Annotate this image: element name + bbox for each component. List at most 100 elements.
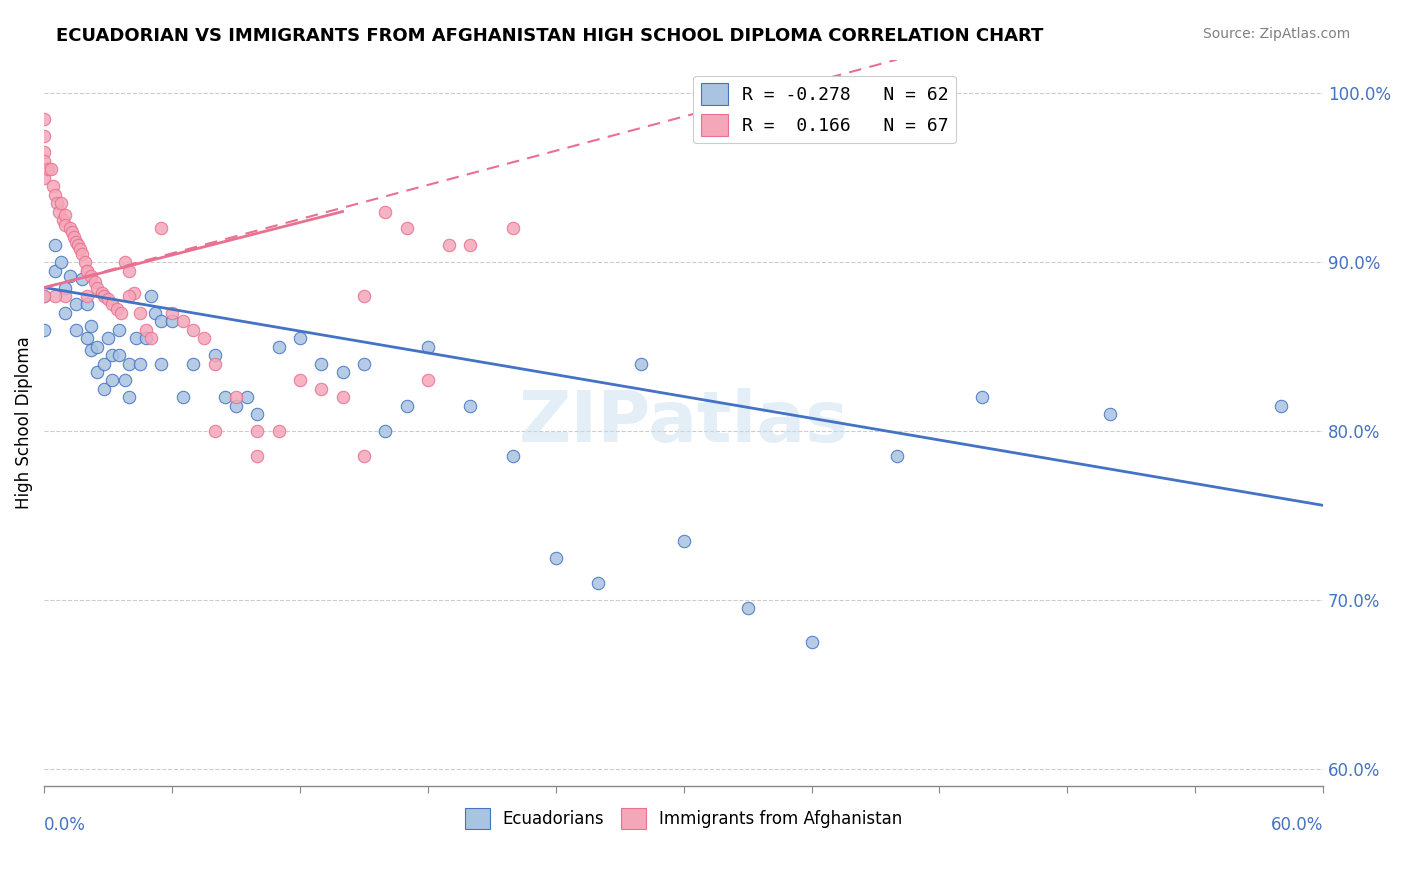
Point xyxy=(76,297,98,311)
Point xyxy=(55,289,77,303)
Point xyxy=(101,348,124,362)
Point xyxy=(150,221,173,235)
Point xyxy=(59,221,82,235)
Point xyxy=(76,331,98,345)
Point xyxy=(395,221,418,235)
Point xyxy=(65,297,87,311)
Point xyxy=(125,331,148,345)
Point xyxy=(129,306,152,320)
Point xyxy=(72,247,94,261)
Point xyxy=(55,208,77,222)
Point xyxy=(51,196,73,211)
Point xyxy=(353,289,375,303)
Point xyxy=(55,306,77,320)
Point xyxy=(44,238,66,252)
Point xyxy=(63,230,86,244)
Point xyxy=(737,601,759,615)
Point xyxy=(39,162,62,177)
Point xyxy=(172,314,194,328)
Point xyxy=(183,357,205,371)
Point xyxy=(214,390,236,404)
Point xyxy=(80,343,103,357)
Text: ZIPatlas: ZIPatlas xyxy=(519,388,849,457)
Point xyxy=(84,276,107,290)
Point xyxy=(86,280,108,294)
Point xyxy=(1098,407,1121,421)
Point xyxy=(118,263,141,277)
Point xyxy=(204,357,226,371)
Point xyxy=(416,340,439,354)
Point xyxy=(309,382,332,396)
Point xyxy=(44,187,66,202)
Point xyxy=(32,323,55,337)
Point xyxy=(55,280,77,294)
Point xyxy=(65,235,87,249)
Point xyxy=(143,306,166,320)
Point xyxy=(309,357,332,371)
Point xyxy=(204,424,226,438)
Point xyxy=(52,213,75,227)
Point xyxy=(101,373,124,387)
Point xyxy=(183,323,205,337)
Point xyxy=(97,293,120,307)
Legend: Ecuadorians, Immigrants from Afghanistan: Ecuadorians, Immigrants from Afghanistan xyxy=(458,802,910,836)
Point xyxy=(374,424,396,438)
Point xyxy=(48,204,70,219)
Point xyxy=(51,255,73,269)
Point xyxy=(73,255,96,269)
Point xyxy=(139,331,162,345)
Point xyxy=(32,153,55,168)
Point xyxy=(139,289,162,303)
Point xyxy=(160,306,183,320)
Point xyxy=(267,424,290,438)
Point xyxy=(65,323,87,337)
Point xyxy=(32,145,55,160)
Point xyxy=(267,340,290,354)
Point xyxy=(1270,399,1292,413)
Point xyxy=(332,390,354,404)
Point xyxy=(86,365,108,379)
Point xyxy=(118,357,141,371)
Point xyxy=(193,331,215,345)
Point xyxy=(135,331,157,345)
Point xyxy=(44,289,66,303)
Point xyxy=(107,323,129,337)
Point xyxy=(76,263,98,277)
Y-axis label: High School Diploma: High School Diploma xyxy=(15,336,32,509)
Point xyxy=(800,635,823,649)
Point xyxy=(288,373,311,387)
Point xyxy=(45,196,67,211)
Point xyxy=(67,238,90,252)
Point xyxy=(588,576,610,591)
Point xyxy=(235,390,257,404)
Point xyxy=(288,331,311,345)
Point xyxy=(32,112,55,126)
Point xyxy=(416,373,439,387)
Point xyxy=(353,357,375,371)
Point xyxy=(114,255,136,269)
Point xyxy=(502,450,524,464)
Text: 0.0%: 0.0% xyxy=(44,816,86,834)
Point xyxy=(225,390,247,404)
Point xyxy=(135,323,157,337)
Point xyxy=(44,263,66,277)
Point xyxy=(122,285,145,300)
Point xyxy=(93,382,115,396)
Point xyxy=(93,289,115,303)
Point xyxy=(114,373,136,387)
Point xyxy=(129,357,152,371)
Point xyxy=(225,399,247,413)
Point xyxy=(80,268,103,283)
Point xyxy=(374,204,396,219)
Point xyxy=(630,357,652,371)
Point xyxy=(60,225,83,239)
Point xyxy=(110,306,132,320)
Point xyxy=(970,390,993,404)
Point xyxy=(86,340,108,354)
Text: 60.0%: 60.0% xyxy=(1271,816,1323,834)
Point xyxy=(246,407,269,421)
Point xyxy=(37,162,59,177)
Point xyxy=(107,348,129,362)
Point xyxy=(97,331,120,345)
Point xyxy=(41,179,63,194)
